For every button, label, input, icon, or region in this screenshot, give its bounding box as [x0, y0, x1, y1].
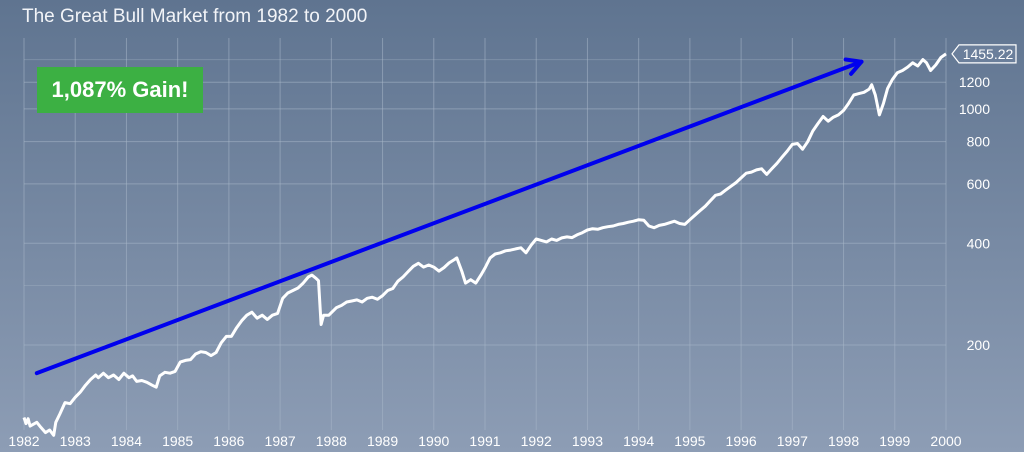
x-tick-label: 1995 — [674, 433, 705, 449]
x-tick-label: 1990 — [418, 433, 449, 449]
chart-title: The Great Bull Market from 1982 to 2000 — [22, 6, 368, 27]
x-tick-label: 1989 — [367, 433, 398, 449]
x-tick-label: 1999 — [879, 433, 910, 449]
last-value-box — [951, 44, 1017, 64]
x-axis: 1982 1983 1984 1985 1986 1987 1988 1989 1990 1991… — [8, 433, 961, 449]
x-tick-label: 1991 — [469, 433, 500, 449]
x-tick-label: 1988 — [316, 433, 347, 449]
x-tick-label: 1983 — [60, 433, 91, 449]
gain-annotation-badge: 1,087% Gain! — [37, 67, 203, 113]
y-tick-label: 200 — [967, 337, 991, 353]
grid-layer — [23, 38, 947, 430]
y-tick-label: 800 — [967, 134, 991, 150]
y-tick-label: 1000 — [959, 101, 990, 117]
trend-arrow-head — [843, 57, 864, 76]
x-tick-label: 1996 — [726, 433, 757, 449]
x-tick-label: 1997 — [777, 433, 808, 449]
last-value-label: 1455.22 — [963, 46, 1014, 62]
x-tick-label: 1992 — [521, 433, 552, 449]
x-tick-label: 1982 — [8, 433, 39, 449]
line-layer — [22, 52, 947, 437]
x-tick-label: 1986 — [213, 433, 244, 449]
trend-layer — [34, 57, 864, 376]
x-tick-label: 1993 — [572, 433, 603, 449]
y-axis: 200 400 600 800 1000 1200 — [959, 74, 990, 353]
x-tick-label: 1998 — [828, 433, 859, 449]
x-tick-label: 1985 — [162, 433, 193, 449]
x-tick-label: 1984 — [111, 433, 142, 449]
y-tick-label: 400 — [967, 235, 991, 251]
y-tick-label: 1200 — [959, 74, 990, 90]
x-tick-label: 1987 — [265, 433, 296, 449]
series-line — [22, 52, 947, 437]
x-tick-label: 2000 — [930, 433, 961, 449]
trend-arrow-line — [34, 59, 864, 376]
y-tick-label: 600 — [967, 176, 991, 192]
x-tick-label: 1994 — [623, 433, 654, 449]
last-value-marker: 1455.22 — [951, 44, 1017, 64]
